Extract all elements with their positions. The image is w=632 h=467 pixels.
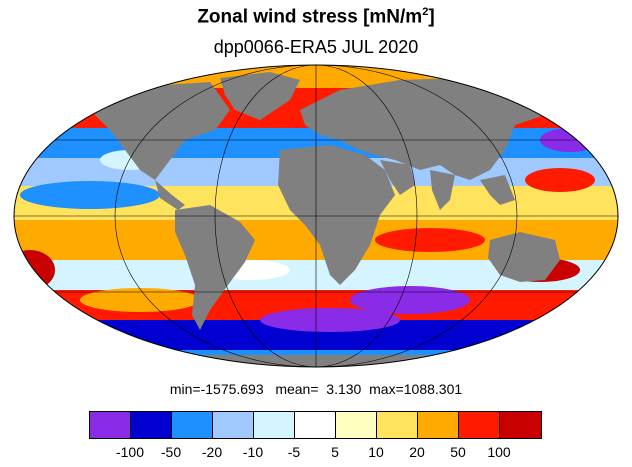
patch xyxy=(525,168,595,192)
colorbar-box xyxy=(295,412,336,438)
colorbar-label: 100 xyxy=(487,444,511,460)
australia xyxy=(488,232,560,282)
arabia xyxy=(380,160,415,195)
colorbar-label: -50 xyxy=(160,444,182,460)
patch xyxy=(350,286,470,314)
colorbar-label: -20 xyxy=(201,444,223,460)
colorbar-label: -10 xyxy=(242,444,264,460)
stats-line: min=-1575.693 mean= 3.130 max=1088.301 xyxy=(169,381,463,397)
colorbar-box xyxy=(336,412,377,438)
india xyxy=(430,170,455,210)
eurasia xyxy=(300,78,560,180)
patch xyxy=(14,224,110,256)
colorbar-box xyxy=(459,412,500,438)
colorbar xyxy=(89,411,542,439)
colorbar-label: 10 xyxy=(368,444,384,460)
north-america xyxy=(90,82,230,180)
colorbar-label: -100 xyxy=(115,444,145,460)
greenland xyxy=(220,72,300,120)
world-map xyxy=(13,64,619,368)
colorbar-box xyxy=(131,412,172,438)
colorbar-box xyxy=(418,412,459,438)
globe-outline xyxy=(13,64,619,368)
patch xyxy=(80,288,200,312)
colorbar-label: 5 xyxy=(331,444,339,460)
patch xyxy=(375,228,485,252)
colorbar-box xyxy=(172,412,213,438)
colorbar-box xyxy=(377,412,418,438)
chart-title: Zonal wind stress [mN/m2] xyxy=(197,6,435,28)
africa xyxy=(278,145,395,285)
patch xyxy=(260,308,400,332)
southeast-asia xyxy=(480,175,515,205)
central-america xyxy=(155,180,185,210)
patch xyxy=(14,250,55,290)
south-america xyxy=(175,205,255,330)
chart-subtitle: dpp0066-ERA5 JUL 2020 xyxy=(213,37,419,57)
colorbar-label: 20 xyxy=(409,444,425,460)
colorbar-box xyxy=(254,412,295,438)
colorbar-label: -5 xyxy=(287,444,301,460)
patch xyxy=(420,320,520,340)
colorbar-label: 50 xyxy=(450,444,466,460)
colorbar-box xyxy=(90,412,131,438)
colorbar-box xyxy=(213,412,254,438)
patch xyxy=(20,181,160,209)
colorbar-box xyxy=(500,412,541,438)
graticule xyxy=(14,65,618,367)
